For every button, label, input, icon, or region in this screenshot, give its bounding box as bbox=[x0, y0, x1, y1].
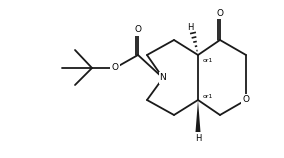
Text: H: H bbox=[195, 134, 201, 143]
Text: H: H bbox=[187, 23, 193, 32]
Text: N: N bbox=[160, 73, 166, 82]
Text: or1: or1 bbox=[203, 94, 213, 98]
Text: O: O bbox=[216, 9, 224, 18]
Text: O: O bbox=[112, 64, 118, 73]
Text: or1: or1 bbox=[203, 58, 213, 63]
Text: O: O bbox=[135, 25, 141, 34]
Text: O: O bbox=[243, 95, 250, 104]
Polygon shape bbox=[195, 100, 201, 132]
